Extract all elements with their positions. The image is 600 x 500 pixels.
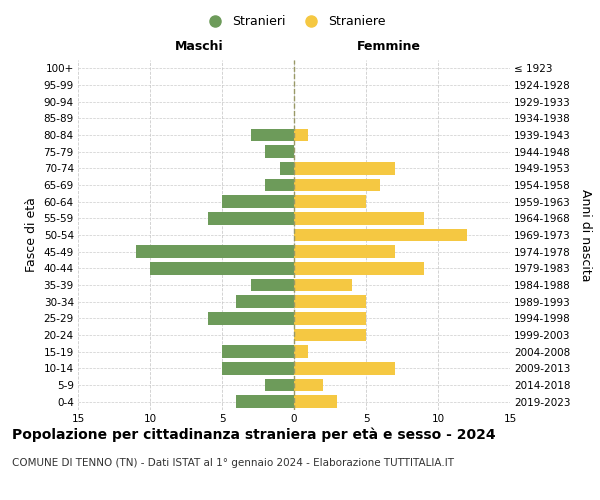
Bar	[208, 312, 294, 324]
Bar	[222, 196, 294, 208]
Bar	[294, 212, 424, 224]
Bar	[150, 262, 294, 274]
Bar	[236, 296, 294, 308]
Bar	[136, 246, 294, 258]
Bar	[265, 146, 294, 158]
Bar	[294, 296, 366, 308]
Text: COMUNE DI TENNO (TN) - Dati ISTAT al 1° gennaio 2024 - Elaborazione TUTTITALIA.I: COMUNE DI TENNO (TN) - Dati ISTAT al 1° …	[12, 458, 454, 468]
Bar	[294, 246, 395, 258]
Y-axis label: Fasce di età: Fasce di età	[25, 198, 38, 272]
Bar	[208, 212, 294, 224]
Bar	[294, 379, 323, 391]
Bar	[265, 379, 294, 391]
Bar	[251, 129, 294, 141]
Bar	[222, 346, 294, 358]
Bar	[294, 262, 424, 274]
Legend: Stranieri, Straniere: Stranieri, Straniere	[197, 10, 391, 34]
Bar	[280, 162, 294, 174]
Bar	[294, 129, 308, 141]
Bar	[294, 162, 395, 174]
Bar	[251, 279, 294, 291]
Bar	[294, 329, 366, 341]
Text: Popolazione per cittadinanza straniera per età e sesso - 2024: Popolazione per cittadinanza straniera p…	[12, 428, 496, 442]
Bar	[294, 396, 337, 408]
Text: Femmine: Femmine	[357, 40, 421, 53]
Bar	[294, 362, 395, 374]
Bar	[294, 229, 467, 241]
Text: Maschi: Maschi	[175, 40, 223, 53]
Bar	[222, 362, 294, 374]
Bar	[294, 312, 366, 324]
Bar	[294, 196, 366, 208]
Bar	[294, 279, 352, 291]
Y-axis label: Anni di nascita: Anni di nascita	[579, 188, 592, 281]
Bar	[236, 396, 294, 408]
Bar	[294, 346, 308, 358]
Bar	[294, 179, 380, 192]
Bar	[265, 179, 294, 192]
